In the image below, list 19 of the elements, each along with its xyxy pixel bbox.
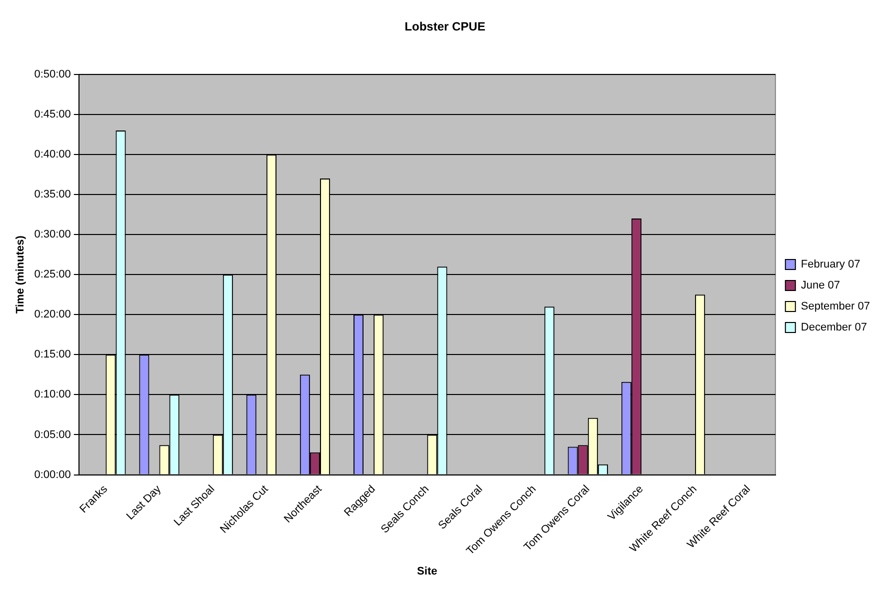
y-tick-label: 0:45:00 [34,108,71,120]
x-axis-title: Site [417,565,438,578]
y-tick-label: 0:50:00 [34,68,71,80]
legend-label: December 07 [800,322,867,334]
x-tick-label: Last Day [124,482,164,522]
y-tick-label: 0:40:00 [34,148,71,161]
y-tick-label: 0:05:00 [34,428,71,441]
chart-title: Lobster CPUE [404,20,486,34]
y-tick-label: 0:00:00 [34,468,71,481]
y-tick-label: 0:15:00 [34,348,71,361]
y-axis-title: Time (minutes) [14,235,27,314]
y-tick-label: 0:10:00 [34,388,71,401]
legend-label: February 07 [800,258,860,271]
y-tick-label: 0:35:00 [34,188,71,201]
legend-label: June 07 [800,280,840,292]
y-tick-label: 0:30:00 [34,228,71,241]
y-tick-label: 0:25:00 [34,268,71,281]
y-tick-label: 0:20:00 [34,308,71,321]
legend-label: September 07 [800,300,870,313]
